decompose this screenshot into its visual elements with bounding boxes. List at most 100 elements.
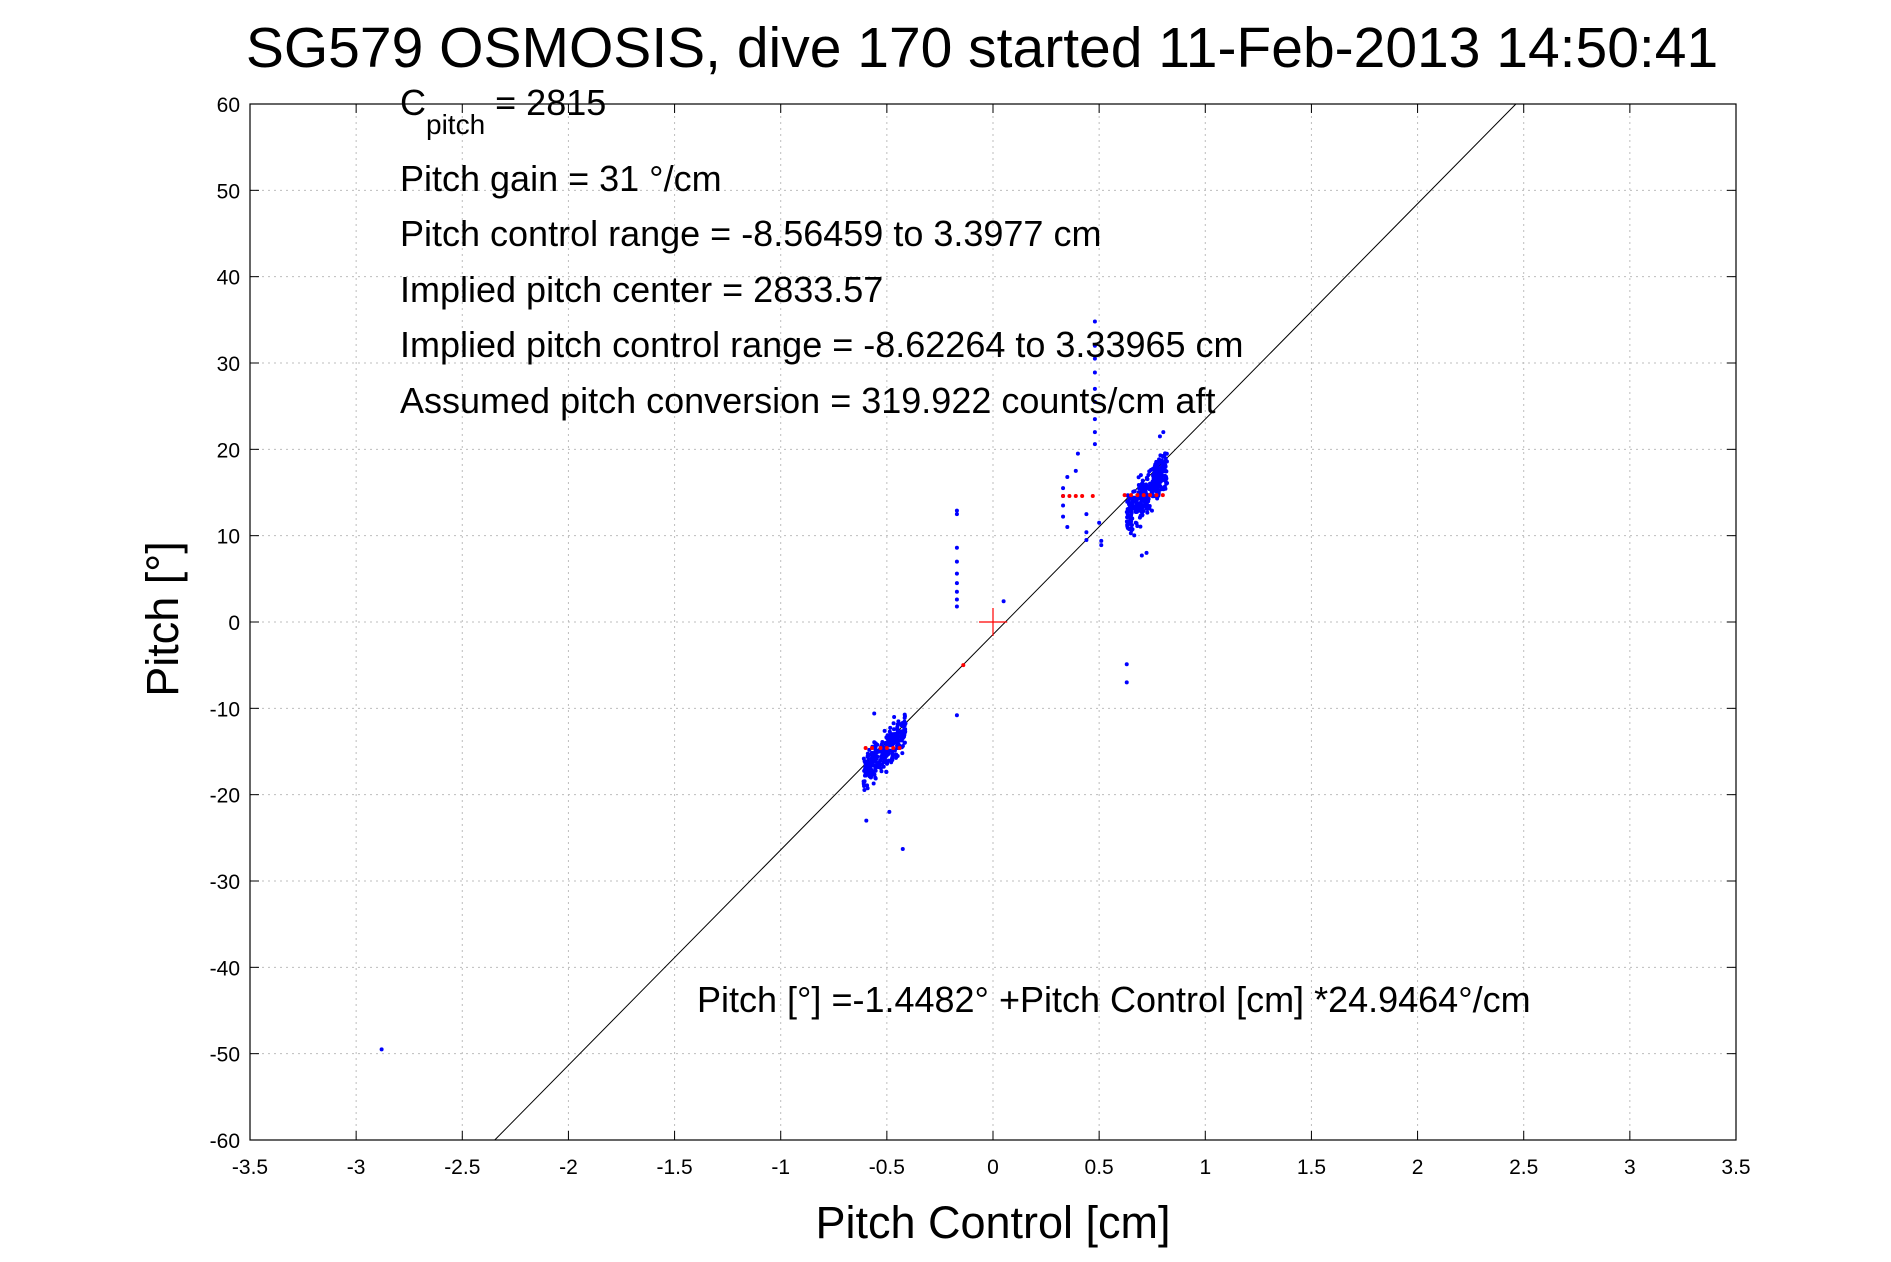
- data-point: [896, 742, 901, 747]
- data-point: [1092, 319, 1097, 324]
- data-point: [954, 581, 959, 586]
- data-point: [954, 571, 959, 576]
- data-point: [1001, 599, 1006, 604]
- data-point: [902, 712, 907, 717]
- x-tick-label: 2: [1412, 1156, 1424, 1179]
- y-tick-label: -60: [210, 1130, 240, 1153]
- data-point: [896, 719, 901, 724]
- data-point: [1140, 481, 1145, 486]
- data-point: [880, 750, 885, 755]
- x-tick-label: -3.5: [232, 1156, 268, 1179]
- data-point: [954, 508, 959, 513]
- y-tick-label: -20: [210, 785, 240, 808]
- data-point: [1137, 503, 1142, 508]
- implied-pitch-center-text: Implied pitch center = 2833.57: [400, 269, 883, 310]
- data-point: [884, 770, 889, 775]
- data-point: [1149, 508, 1154, 513]
- x-tick-label: -1: [771, 1156, 790, 1179]
- data-point: [862, 783, 867, 788]
- data-point: [872, 711, 877, 716]
- data-point: [1073, 493, 1078, 498]
- data-point: [1073, 468, 1078, 473]
- y-tick-label: -50: [210, 1044, 240, 1067]
- data-point: [1132, 533, 1137, 538]
- data-point: [871, 781, 876, 786]
- data-point: [1075, 451, 1080, 456]
- data-point: [881, 764, 886, 769]
- data-point: [872, 740, 877, 745]
- data-point: [1099, 538, 1104, 543]
- data-point: [901, 735, 906, 740]
- data-point: [954, 713, 959, 718]
- data-point: [1149, 488, 1154, 493]
- data-point: [1140, 505, 1145, 510]
- data-point: [1092, 343, 1097, 348]
- data-point: [1084, 537, 1089, 542]
- c-pitch-value: = 2815: [485, 82, 606, 123]
- y-tick-label: 20: [217, 439, 240, 462]
- data-point: [1158, 453, 1163, 458]
- data-point: [1092, 386, 1097, 391]
- x-tick-label: -1.5: [656, 1156, 692, 1179]
- y-tick-label: 30: [217, 353, 240, 376]
- data-point: [1124, 519, 1129, 524]
- data-point: [1148, 493, 1153, 498]
- data-point: [1084, 530, 1089, 535]
- pitch-control-range-text: Pitch control range = -8.56459 to 3.3977…: [400, 213, 1101, 254]
- data-point: [882, 728, 887, 733]
- x-tick-label: 2.5: [1509, 1156, 1538, 1179]
- data-point: [876, 749, 881, 754]
- data-point: [1097, 520, 1102, 525]
- data-point: [1122, 493, 1127, 498]
- data-point: [1146, 499, 1151, 504]
- x-tick-label: -0.5: [869, 1156, 905, 1179]
- x-tick-label: 0: [987, 1156, 999, 1179]
- data-point: [954, 559, 959, 564]
- data-point: [868, 764, 873, 769]
- data-point: [1161, 430, 1166, 435]
- y-tick-label: 60: [217, 94, 240, 117]
- c-pitch-label: Cpitch = 2815: [400, 82, 606, 140]
- data-point: [865, 786, 870, 791]
- data-point: [1134, 503, 1139, 508]
- data-point: [865, 751, 870, 756]
- data-point: [1128, 515, 1133, 520]
- data-point: [1134, 509, 1139, 514]
- y-tick-label: 10: [217, 526, 240, 549]
- data-point: [891, 746, 896, 751]
- x-tick-label: 3.5: [1721, 1156, 1750, 1179]
- data-point: [1145, 510, 1150, 515]
- data-point: [1137, 515, 1142, 520]
- data-point: [1140, 478, 1145, 483]
- data-point: [1092, 417, 1097, 422]
- data-point: [1092, 430, 1097, 435]
- data-point: [862, 787, 867, 792]
- data-point: [1144, 550, 1149, 555]
- data-point: [1137, 484, 1142, 489]
- data-point: [1145, 477, 1150, 482]
- data-point: [888, 741, 893, 746]
- data-point: [884, 761, 889, 766]
- data-point: [1131, 489, 1136, 494]
- data-point: [1065, 525, 1070, 530]
- data-point: [1138, 524, 1143, 529]
- data-point: [865, 783, 870, 788]
- assumed-pitch-conversion-text: Assumed pitch conversion = 319.922 count…: [400, 380, 1215, 421]
- y-tick-label: -40: [210, 957, 240, 980]
- data-point: [900, 732, 905, 737]
- tick-marks: [249, 103, 1737, 1141]
- data-point: [1090, 493, 1095, 498]
- data-point: [1125, 522, 1130, 527]
- data-point: [1092, 442, 1097, 447]
- data-point: [1139, 553, 1144, 558]
- data-point: [871, 750, 876, 755]
- data-point: [891, 721, 896, 726]
- data-point: [873, 775, 878, 780]
- center-marker: [979, 608, 1007, 636]
- data-point: [902, 727, 907, 732]
- data-point: [1159, 487, 1164, 492]
- data-point: [1139, 488, 1144, 493]
- y-axis-label: Pitch [°]: [137, 541, 188, 697]
- x-tick-label: -2.5: [444, 1156, 480, 1179]
- fit-equation-text: Pitch [°] =-1.4482° +Pitch Control [cm] …: [697, 979, 1531, 1020]
